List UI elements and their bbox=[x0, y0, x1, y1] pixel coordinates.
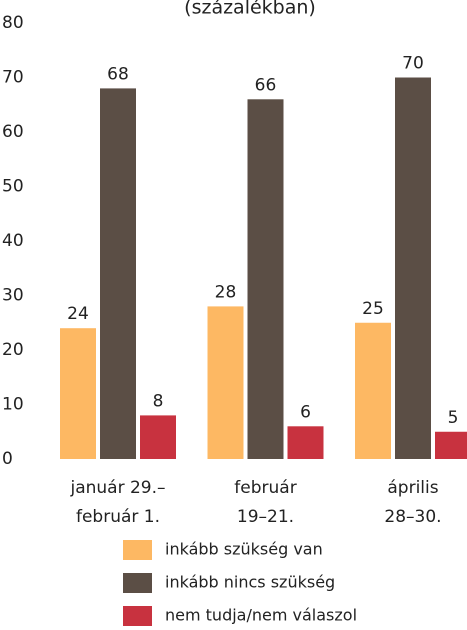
y-tick-label: 50 bbox=[2, 177, 24, 197]
y-tick-label: 70 bbox=[2, 68, 24, 88]
y-tick-label: 40 bbox=[2, 231, 24, 251]
x-tick-label: 28–30. bbox=[384, 507, 441, 527]
y-tick-label: 0 bbox=[2, 449, 13, 469]
x-tick-label: február bbox=[234, 478, 296, 498]
data-label: 6 bbox=[300, 402, 311, 422]
y-tick-label: 80 bbox=[2, 13, 24, 33]
y-tick-label: 60 bbox=[2, 122, 24, 142]
legend-label: inkább nincs szükség bbox=[165, 573, 335, 592]
y-tick-label: 20 bbox=[2, 340, 24, 360]
bar bbox=[207, 306, 244, 459]
data-label: 5 bbox=[448, 408, 459, 428]
data-label: 68 bbox=[107, 64, 129, 84]
y-tick-label: 30 bbox=[2, 286, 24, 306]
chart-title: (százalékban) bbox=[184, 0, 316, 19]
legend-swatch bbox=[123, 540, 152, 560]
legend-swatch bbox=[123, 573, 152, 593]
data-label: 24 bbox=[67, 304, 89, 324]
x-tick-label: február 1. bbox=[76, 507, 160, 527]
x-tick-label: január 29.– bbox=[69, 478, 165, 498]
bar bbox=[395, 77, 431, 459]
data-label: 70 bbox=[402, 54, 424, 74]
bar bbox=[355, 322, 391, 459]
data-label: 8 bbox=[153, 391, 164, 411]
bar bbox=[100, 88, 136, 460]
x-tick-label: április bbox=[387, 478, 438, 498]
bar bbox=[435, 431, 467, 459]
bar bbox=[247, 99, 284, 460]
bar bbox=[140, 415, 176, 459]
bar bbox=[287, 426, 324, 459]
x-tick-label: 19–21. bbox=[237, 507, 294, 527]
bar bbox=[60, 328, 96, 459]
data-label: 28 bbox=[215, 282, 237, 302]
data-label: 66 bbox=[255, 75, 277, 95]
legend-swatch bbox=[123, 606, 152, 626]
legend-label: inkább szükség van bbox=[165, 540, 323, 559]
data-label: 25 bbox=[362, 299, 384, 319]
y-tick-label: 10 bbox=[2, 395, 24, 415]
legend-label: nem tudja/nem válaszol bbox=[165, 606, 357, 625]
